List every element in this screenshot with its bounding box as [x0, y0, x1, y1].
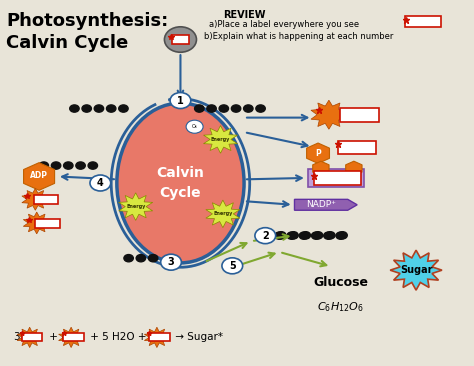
- Polygon shape: [23, 212, 50, 234]
- FancyBboxPatch shape: [314, 171, 361, 185]
- Text: NADP⁺: NADP⁺: [306, 200, 336, 209]
- FancyBboxPatch shape: [36, 219, 60, 228]
- Circle shape: [289, 232, 298, 239]
- Ellipse shape: [117, 103, 244, 263]
- FancyBboxPatch shape: [149, 333, 170, 341]
- Circle shape: [311, 232, 321, 239]
- Polygon shape: [346, 161, 362, 176]
- FancyBboxPatch shape: [308, 169, 364, 187]
- Circle shape: [313, 232, 323, 239]
- Circle shape: [255, 228, 276, 244]
- Circle shape: [51, 162, 61, 169]
- Text: Energy: Energy: [126, 204, 146, 209]
- Circle shape: [70, 105, 79, 112]
- Circle shape: [170, 93, 191, 109]
- FancyBboxPatch shape: [338, 141, 376, 154]
- Text: P: P: [315, 149, 321, 158]
- Circle shape: [222, 258, 243, 274]
- Polygon shape: [118, 193, 153, 220]
- FancyBboxPatch shape: [63, 333, 84, 341]
- Circle shape: [107, 105, 116, 112]
- Circle shape: [207, 105, 216, 112]
- Circle shape: [244, 105, 253, 112]
- Circle shape: [338, 232, 347, 239]
- Text: 2: 2: [262, 231, 269, 241]
- Circle shape: [88, 162, 98, 169]
- FancyBboxPatch shape: [340, 108, 379, 122]
- Polygon shape: [313, 161, 329, 176]
- Text: ADP: ADP: [30, 171, 48, 179]
- Circle shape: [39, 162, 48, 169]
- Text: Energy: Energy: [211, 137, 230, 142]
- Circle shape: [64, 162, 73, 169]
- Text: Photosynthesis:
Calvin Cycle: Photosynthesis: Calvin Cycle: [6, 12, 168, 52]
- Circle shape: [256, 105, 265, 112]
- Polygon shape: [206, 200, 240, 228]
- Text: Glucose: Glucose: [313, 276, 368, 289]
- Polygon shape: [22, 188, 49, 210]
- Polygon shape: [24, 163, 55, 190]
- Circle shape: [124, 255, 133, 262]
- Circle shape: [148, 255, 158, 262]
- Circle shape: [94, 105, 104, 112]
- Circle shape: [231, 105, 241, 112]
- Circle shape: [336, 232, 346, 239]
- Circle shape: [161, 254, 182, 270]
- Polygon shape: [59, 327, 84, 348]
- Polygon shape: [145, 327, 169, 348]
- Text: 3: 3: [13, 332, 20, 342]
- Circle shape: [76, 162, 85, 169]
- Circle shape: [301, 232, 310, 239]
- Circle shape: [219, 105, 228, 112]
- Circle shape: [275, 232, 284, 239]
- Circle shape: [195, 105, 204, 112]
- Circle shape: [90, 175, 111, 191]
- Polygon shape: [311, 100, 347, 129]
- Ellipse shape: [164, 27, 197, 52]
- Text: 3: 3: [168, 257, 174, 267]
- Circle shape: [136, 255, 146, 262]
- Polygon shape: [17, 327, 42, 348]
- Polygon shape: [390, 250, 442, 290]
- Text: Energy: Energy: [213, 212, 232, 216]
- Circle shape: [299, 232, 309, 239]
- FancyBboxPatch shape: [405, 16, 441, 27]
- Polygon shape: [294, 199, 357, 210]
- FancyBboxPatch shape: [172, 35, 190, 44]
- Text: b)Explain what is happening at each number: b)Explain what is happening at each numb…: [204, 32, 393, 41]
- Text: 1: 1: [177, 96, 184, 105]
- Circle shape: [287, 232, 296, 239]
- Text: 5: 5: [229, 261, 236, 271]
- Text: O₆: O₆: [191, 124, 198, 129]
- Text: Sugar: Sugar: [400, 265, 432, 275]
- Circle shape: [326, 232, 335, 239]
- Circle shape: [186, 120, 203, 133]
- Text: + 6: + 6: [46, 332, 67, 342]
- Circle shape: [82, 105, 91, 112]
- Text: Calvin
Cycle: Calvin Cycle: [156, 166, 204, 200]
- Polygon shape: [307, 143, 329, 163]
- Text: 4: 4: [97, 178, 104, 188]
- Text: REVIEW: REVIEW: [223, 11, 265, 20]
- FancyBboxPatch shape: [22, 333, 42, 341]
- Text: $C_6H_{12}O_6$: $C_6H_{12}O_6$: [317, 300, 364, 314]
- Circle shape: [324, 232, 333, 239]
- Circle shape: [277, 232, 286, 239]
- Circle shape: [118, 105, 128, 112]
- FancyBboxPatch shape: [34, 195, 58, 204]
- Text: a)Place a label everywhere you see: a)Place a label everywhere you see: [209, 20, 359, 29]
- Text: + 5 H2O + 9: + 5 H2O + 9: [87, 332, 156, 342]
- Polygon shape: [203, 126, 237, 153]
- Text: → Sugar*: → Sugar*: [173, 332, 223, 342]
